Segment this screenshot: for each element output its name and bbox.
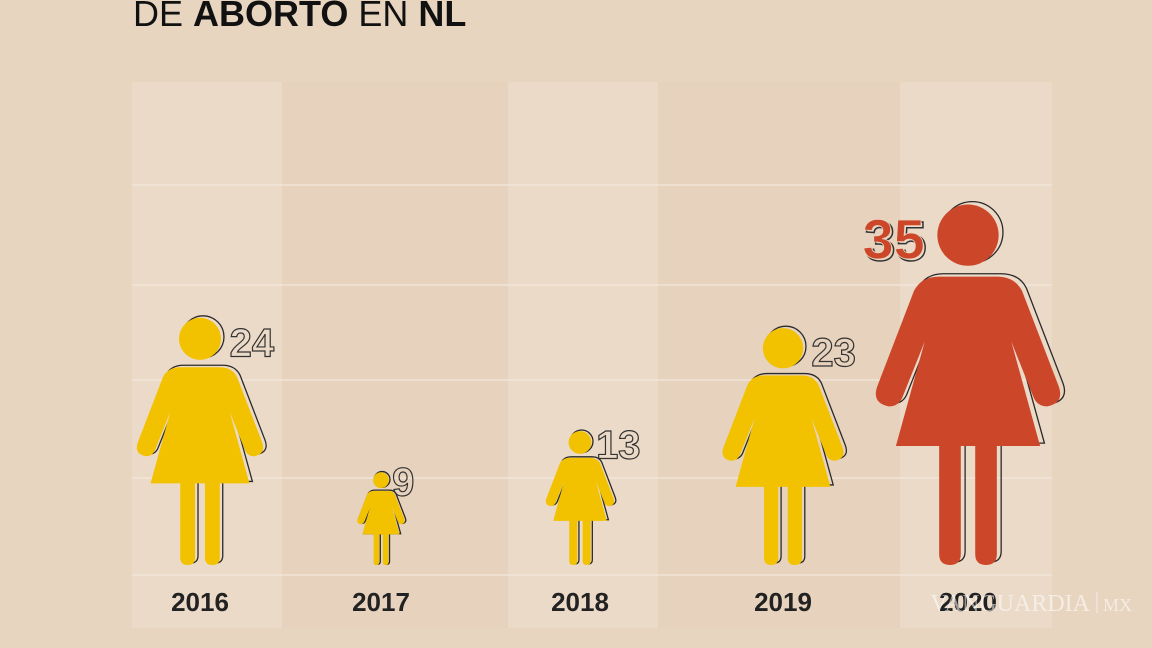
value-label: 23 [811,331,856,375]
woman-icon [545,429,617,565]
icon-body [722,375,844,565]
icon-body [875,276,1061,565]
title-segment: EN [358,0,408,34]
icon-body [136,367,264,565]
x-tick-label: 2018 [551,587,609,617]
icon-head [937,204,999,266]
x-tick-label: 2017 [352,587,410,617]
icon-head [568,431,592,454]
title-segment: DE [133,0,183,34]
value-label: 24 [230,322,275,366]
value-label: 35 [862,208,924,271]
value-label: 13 [596,423,641,467]
icon-body [545,457,615,565]
icon-head [178,317,222,360]
icon-body [357,490,405,565]
watermark: VANGUARDIA [930,591,1090,617]
woman-icon [875,200,1066,565]
watermark-suffix: MX [1103,595,1132,615]
x-tick-label: 2016 [171,587,229,617]
woman-icon [722,325,848,565]
icon-head [373,472,389,489]
title-segment: NL [418,0,466,34]
icon-head [762,328,804,369]
woman-icon [357,470,407,565]
chart-title: DE ABORTO EN NL [133,0,466,34]
value-label: 9 [392,461,414,505]
value-label-shadow: 35 [864,210,926,273]
woman-icon [136,315,267,565]
title-segment: ABORTO [193,0,348,34]
x-tick-label: 2019 [754,587,812,617]
x-tick-label: 2020 [939,587,997,617]
